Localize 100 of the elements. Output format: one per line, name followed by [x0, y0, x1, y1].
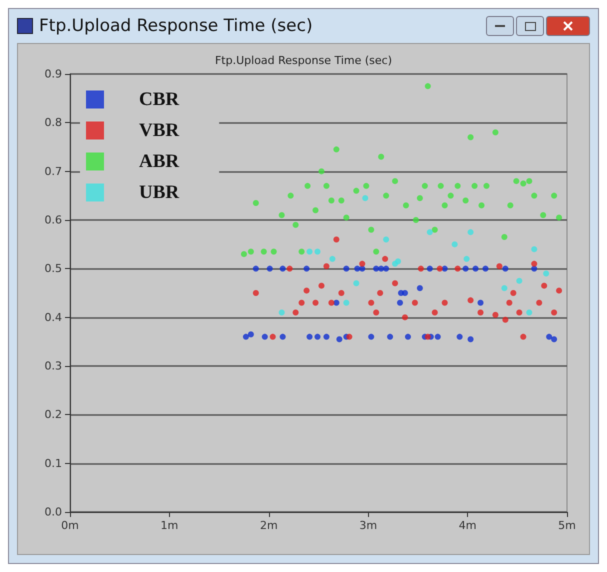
point [252, 266, 259, 272]
point [383, 266, 390, 272]
point [392, 280, 398, 286]
point [368, 226, 374, 233]
point [378, 154, 384, 160]
point [416, 195, 423, 202]
point [543, 270, 550, 277]
point [501, 234, 508, 240]
point [240, 251, 247, 258]
point [452, 241, 458, 248]
legend-label: ABR [139, 151, 180, 172]
y-tick-label: 0.8 [44, 116, 62, 130]
point [472, 182, 478, 189]
point [368, 334, 374, 340]
point [333, 300, 340, 306]
point [329, 256, 336, 262]
point [551, 192, 558, 199]
point [402, 314, 408, 320]
point [551, 336, 558, 342]
point [520, 180, 526, 186]
point [312, 207, 319, 214]
point [434, 334, 441, 340]
point [395, 258, 402, 264]
point [536, 300, 542, 306]
point [472, 266, 479, 272]
point [333, 236, 340, 242]
point [492, 312, 498, 318]
point [456, 334, 463, 340]
point [323, 182, 330, 189]
point [343, 300, 350, 306]
point [531, 192, 538, 199]
point [280, 334, 286, 340]
point [252, 200, 259, 206]
point [442, 202, 448, 208]
point [464, 256, 470, 262]
point [383, 236, 390, 242]
point [362, 195, 368, 202]
point [248, 331, 254, 338]
legend-label: CBR [139, 89, 180, 110]
point [328, 300, 334, 306]
x-tick-label: 0m [61, 519, 79, 532]
point [378, 266, 384, 272]
point [501, 285, 508, 292]
point [540, 212, 546, 218]
point [292, 222, 299, 228]
point [442, 300, 448, 306]
y-tick-label: 0.0 [44, 506, 62, 518]
point [346, 334, 352, 340]
point [468, 336, 474, 342]
point [516, 278, 522, 284]
point [392, 178, 398, 184]
point [323, 334, 330, 340]
point [424, 83, 431, 90]
point [280, 266, 286, 272]
point [483, 182, 490, 189]
point [373, 266, 380, 272]
point [526, 178, 532, 184]
point [336, 336, 342, 342]
point [462, 198, 469, 204]
point [520, 334, 526, 340]
point [531, 246, 538, 252]
point [288, 192, 294, 199]
point [436, 266, 443, 272]
legend-label: UBR [139, 182, 180, 203]
point [318, 168, 324, 174]
point [278, 309, 285, 316]
point [383, 192, 390, 199]
x-tick-label: 3m [359, 519, 378, 532]
point [492, 129, 498, 136]
point [506, 300, 512, 306]
point [359, 260, 366, 267]
point [478, 300, 484, 306]
point [454, 266, 461, 272]
point [402, 290, 408, 296]
point [424, 334, 431, 340]
point [432, 309, 438, 316]
point [306, 334, 313, 340]
point [478, 309, 484, 316]
x-tick-label: 2m [260, 519, 278, 532]
point [426, 266, 433, 272]
point [432, 226, 438, 233]
point [323, 263, 330, 270]
point [304, 288, 310, 294]
y-tick-label: 0.5 [44, 262, 62, 276]
point [513, 178, 520, 184]
point [252, 290, 259, 296]
point [363, 182, 370, 189]
point [338, 290, 344, 296]
point [468, 229, 474, 236]
point [502, 266, 508, 272]
point [510, 290, 516, 296]
point [270, 334, 276, 340]
point [373, 248, 380, 255]
point [266, 266, 273, 272]
point [338, 198, 344, 204]
text: Ftp.Upload Response Time (sec) [39, 16, 313, 36]
point [377, 290, 384, 296]
point [270, 248, 277, 255]
point [546, 334, 552, 340]
point [404, 334, 411, 340]
